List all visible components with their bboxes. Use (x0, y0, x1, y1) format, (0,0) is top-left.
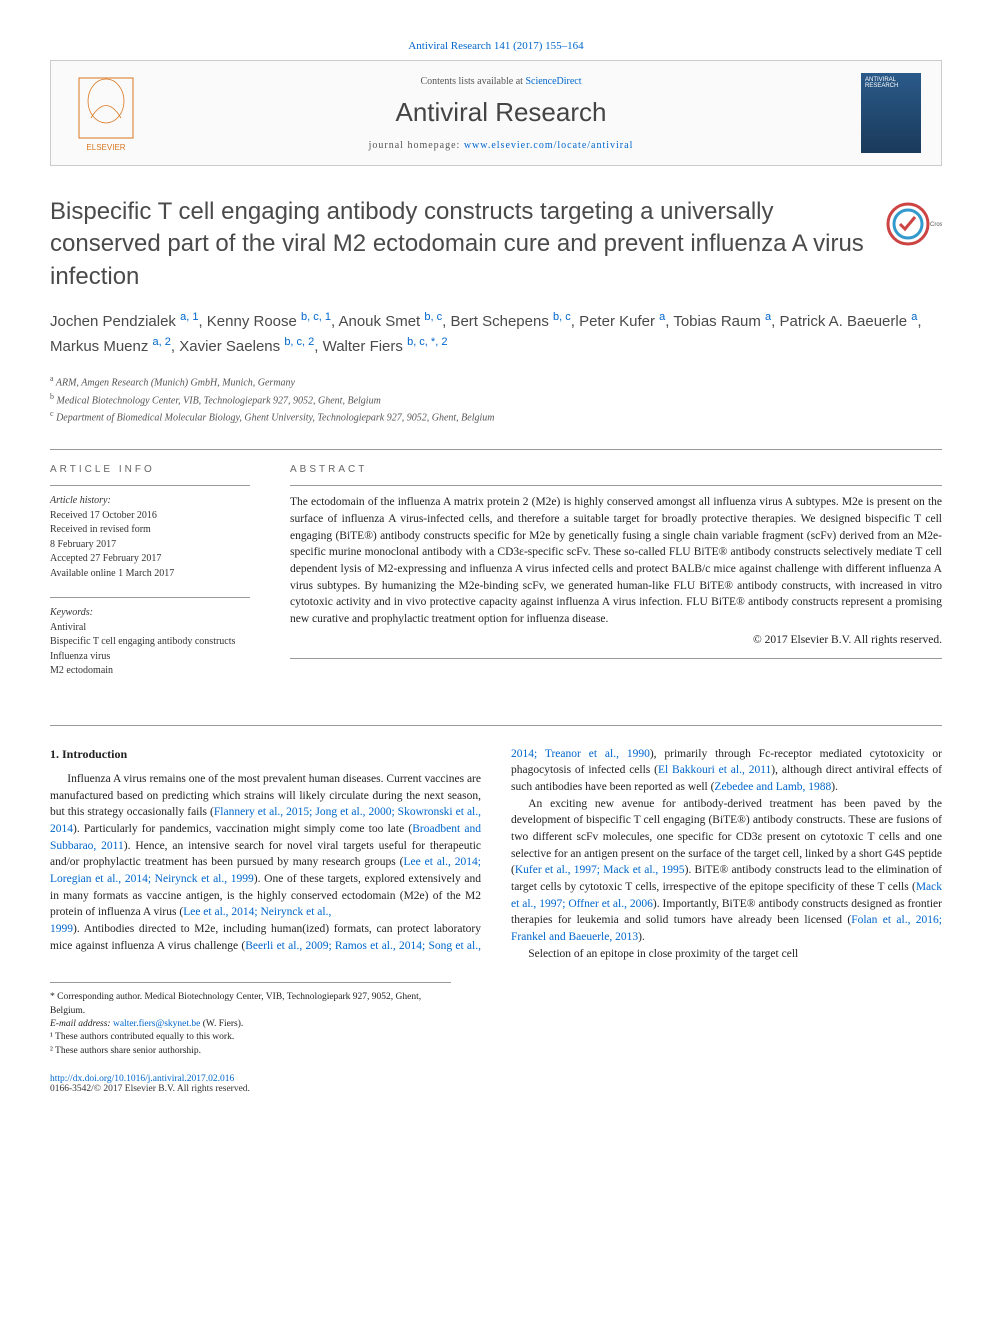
abstract-text: The ectodomain of the influenza A matrix… (290, 494, 942, 648)
journal-cover-thumbnail (861, 73, 921, 153)
abstract-label: ABSTRACT (290, 464, 942, 475)
citation-link[interactable]: El Bakkouri et al., 2011 (658, 764, 771, 776)
header-center: Contents lists available at ScienceDirec… (161, 76, 841, 151)
homepage-line: journal homepage: www.elsevier.com/locat… (161, 140, 841, 151)
citation-link[interactable]: Zebedee and Lamb, 1988 (714, 781, 831, 793)
bottom-bar: http://dx.doi.org/10.1016/j.antiviral.20… (50, 1074, 942, 1094)
article-history: Article history: Received 17 October 201… (50, 494, 250, 581)
keywords-header: Keywords: (50, 606, 250, 621)
doi-link[interactable]: http://dx.doi.org/10.1016/j.antiviral.20… (50, 1074, 234, 1084)
body-paragraph: An exciting new avenue for antibody-deri… (511, 796, 942, 946)
footnote-1: ¹ These authors contributed equally to t… (50, 1031, 451, 1044)
divider (50, 449, 942, 450)
body-paragraph: Influenza A virus remains one of the mos… (50, 771, 481, 921)
body-columns: 1. Introduction Influenza A virus remain… (50, 746, 942, 963)
citation-link[interactable]: Lee et al., 2014; Neirynck et al., (183, 906, 331, 918)
info-abstract-row: ARTICLE INFO Article history: Received 1… (50, 464, 942, 695)
crossmark-icon[interactable]: CrossMark (886, 196, 942, 252)
citation-bar: Antiviral Research 141 (2017) 155–164 (50, 40, 942, 52)
keywords-block: Keywords: AntiviralBispecific T cell eng… (50, 606, 250, 679)
abstract-copyright: © 2017 Elsevier B.V. All rights reserved… (290, 632, 942, 649)
email-link[interactable]: walter.fiers@skynet.be (113, 1019, 200, 1029)
abstract-body: The ectodomain of the influenza A matrix… (290, 496, 942, 625)
contents-line: Contents lists available at ScienceDirec… (161, 76, 841, 87)
contents-prefix: Contents lists available at (420, 76, 525, 87)
citation-link[interactable]: Kufer et al., 1997; Mack et al., 1995 (515, 864, 685, 876)
corresponding-author: * Corresponding author. Medical Biotechn… (50, 991, 451, 1018)
svg-text:ELSEVIER: ELSEVIER (86, 143, 125, 152)
homepage-link[interactable]: www.elsevier.com/locate/antiviral (464, 140, 634, 151)
abstract-column: ABSTRACT The ectodomain of the influenza… (290, 464, 942, 695)
article-info-column: ARTICLE INFO Article history: Received 1… (50, 464, 250, 695)
author-list: Jochen Pendzialek a, 1, Kenny Roose b, c… (50, 309, 942, 359)
homepage-prefix: journal homepage: (369, 140, 464, 151)
article-info-label: ARTICLE INFO (50, 464, 250, 475)
sciencedirect-link[interactable]: ScienceDirect (525, 76, 581, 87)
footnotes: * Corresponding author. Medical Biotechn… (50, 982, 451, 1057)
svg-text:CrossMark: CrossMark (930, 222, 942, 228)
issn-copyright: 0166-3542/© 2017 Elsevier B.V. All right… (50, 1084, 250, 1094)
affiliations: a ARM, Amgen Research (Munich) GmbH, Mun… (50, 373, 942, 425)
section-heading: 1. Introduction (50, 746, 481, 763)
divider (50, 725, 942, 726)
article-title: Bispecific T cell engaging antibody cons… (50, 196, 866, 293)
body-paragraph: Selection of an epitope in close proximi… (511, 946, 942, 963)
journal-name: Antiviral Research (161, 97, 841, 128)
footnote-2: ² These authors share senior authorship. (50, 1045, 451, 1058)
title-row: Bispecific T cell engaging antibody cons… (50, 196, 942, 293)
history-header: Article history: (50, 494, 250, 509)
citation-link[interactable]: 1999 (50, 923, 73, 935)
elsevier-logo: ELSEVIER (71, 73, 141, 153)
email-line: E-mail address: walter.fiers@skynet.be (… (50, 1018, 451, 1031)
journal-header: ELSEVIER Contents lists available at Sci… (50, 60, 942, 166)
